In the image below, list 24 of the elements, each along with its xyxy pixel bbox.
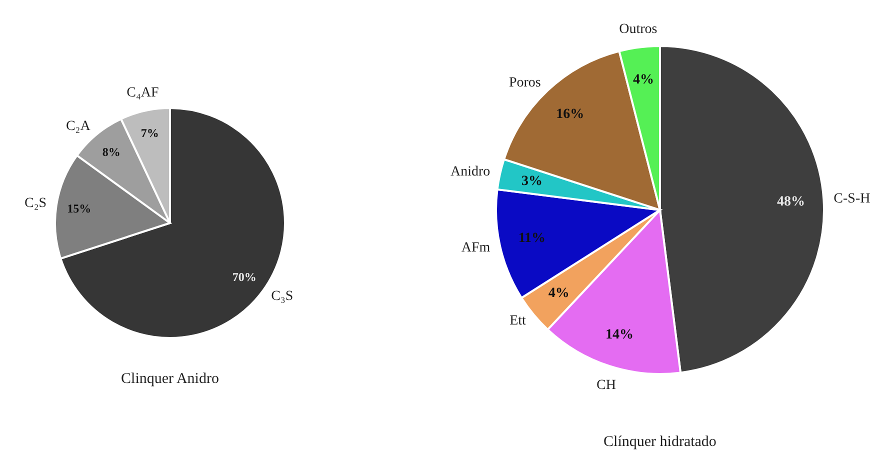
slice-label: C-S-H — [834, 192, 870, 207]
slice-label: Ett — [510, 313, 526, 328]
text: Clinquer Anidro — [121, 371, 219, 387]
text: Clínquer hidratado — [604, 434, 716, 450]
data-label: 4% — [633, 72, 654, 88]
data-label: 70% — [232, 270, 256, 284]
slice-label: AFm — [461, 240, 490, 256]
data-label: 7% — [140, 126, 159, 140]
slice-label: C₂S — [24, 196, 47, 211]
data-label: 3% — [521, 174, 542, 189]
data-label: 14% — [605, 327, 634, 342]
data-label: 16% — [556, 106, 584, 122]
slice-label: Poros — [508, 76, 541, 91]
slice-label: Anidro — [450, 164, 490, 180]
data-label: 4% — [548, 286, 570, 302]
data-label: 48% — [776, 194, 805, 210]
slice-label: C₂A — [66, 119, 92, 134]
slice-label: C₄AF — [126, 86, 159, 101]
slice-label: C₃S — [271, 288, 294, 304]
data-label: 11% — [518, 231, 546, 246]
data-label: 15% — [67, 202, 92, 216]
slice-label: Outros — [619, 22, 658, 37]
slice-label: CH — [596, 378, 616, 393]
data-label: 8% — [102, 145, 120, 160]
